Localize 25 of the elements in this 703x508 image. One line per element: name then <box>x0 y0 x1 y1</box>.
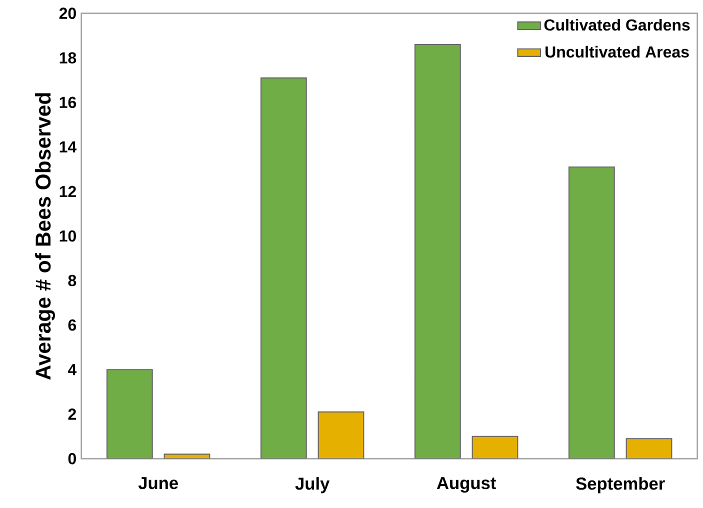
y-tick-label: 16 <box>60 96 76 108</box>
y-tick-label: 4 <box>68 364 77 376</box>
bar <box>568 166 615 459</box>
legend-label: Cultivated Gardens <box>544 18 690 31</box>
bar <box>414 44 461 459</box>
x-tick-label: July <box>295 477 330 494</box>
bar <box>626 438 672 459</box>
x-tick-label: August <box>436 477 496 493</box>
bar <box>472 436 518 459</box>
bar <box>106 369 153 459</box>
bar <box>318 411 364 459</box>
legend-label: Uncultivated Areas <box>546 46 689 58</box>
x-tick-label: June <box>138 477 178 490</box>
y-tick-label: 2 <box>68 408 76 420</box>
y-tick-label: 12 <box>60 186 76 198</box>
y-axis-title: Average # of Bees Observed <box>35 93 56 380</box>
y-tick-label: 18 <box>60 52 76 64</box>
y-tick-label: 10 <box>60 230 76 242</box>
x-tick-label: September <box>576 477 665 494</box>
y-tick-label: 20 <box>59 8 76 19</box>
bar <box>260 77 307 459</box>
y-tick-label: 8 <box>68 274 76 286</box>
y-tick-label: 6 <box>68 319 76 331</box>
y-tick-label: 0 <box>68 453 76 464</box>
y-tick-label: 14 <box>60 141 77 152</box>
